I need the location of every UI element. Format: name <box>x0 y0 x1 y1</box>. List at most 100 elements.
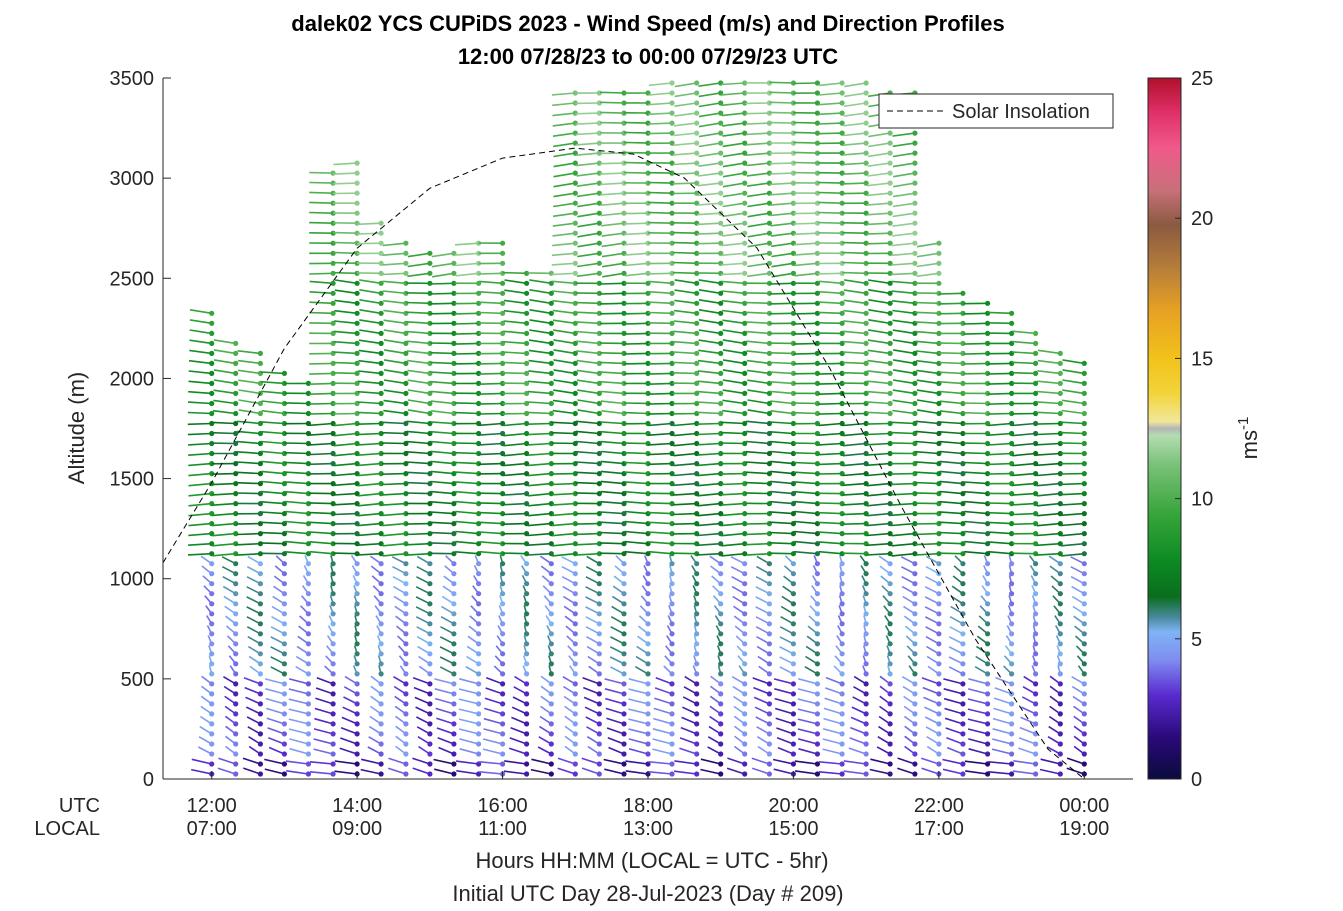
wind-barb-shaft <box>939 431 963 435</box>
wind-barb-shaft <box>383 319 407 325</box>
wind-barb-shaft <box>720 442 745 445</box>
wind-barb-station-dot <box>742 370 748 376</box>
wind-barb-station-dot <box>960 290 966 296</box>
wind-barb-shaft <box>1037 380 1061 385</box>
wind-barb-shaft <box>383 339 407 345</box>
wind-barb-shaft <box>870 758 891 765</box>
wind-barb-station-dot <box>694 290 700 296</box>
wind-barb-station-dot <box>476 651 482 657</box>
wind-barb-station-dot <box>839 601 845 607</box>
wind-barb-shaft <box>770 460 794 465</box>
wind-barb-shaft <box>673 340 697 345</box>
wind-barb-station-dot <box>305 741 311 747</box>
wind-barb-station-dot <box>839 310 845 316</box>
wind-barb-shaft <box>746 152 770 156</box>
wind-barb-shaft <box>988 432 1012 436</box>
wind-barb-shaft <box>1036 390 1061 395</box>
wind-barb-station-dot <box>814 240 821 246</box>
wind-barb-shaft <box>793 402 818 405</box>
wind-barb-station-dot <box>257 360 263 366</box>
wind-barb-station-dot <box>500 290 506 296</box>
wind-barb-shaft <box>583 686 600 695</box>
wind-barb-shaft <box>818 402 843 405</box>
wind-barb-station-dot <box>936 661 942 667</box>
wind-barb-station-dot <box>378 611 384 617</box>
x-tick-label-local: 19:00 <box>1059 818 1109 840</box>
wind-barb-station-dot <box>742 561 748 567</box>
wind-barb-shaft <box>359 289 382 295</box>
wind-barb-station-dot <box>936 561 942 567</box>
wind-barb-station-dot <box>427 581 433 587</box>
wind-barb-station-dot <box>839 120 845 126</box>
wind-barb-shaft <box>552 232 576 237</box>
wind-barb-shaft <box>388 757 407 765</box>
x-tick-label-utc: 16:00 <box>478 795 528 817</box>
wind-barb-shaft <box>842 512 867 516</box>
wind-barb-shaft <box>433 758 455 765</box>
wind-barb-station-dot <box>281 761 287 767</box>
wind-barb-station-dot <box>669 440 675 447</box>
wind-barb-station-dot <box>233 410 239 417</box>
wind-barb-shaft <box>1019 726 1036 735</box>
wind-barb-station-dot <box>694 100 700 106</box>
wind-barb-station-dot <box>790 400 797 407</box>
wind-barb-shaft <box>867 370 891 375</box>
wind-barb-station-dot <box>305 771 311 777</box>
wind-barb-shaft <box>431 410 454 415</box>
wind-barb-shaft <box>942 758 964 765</box>
wind-barb-shaft <box>527 422 552 425</box>
wind-barb-shaft <box>794 272 818 277</box>
wind-barb-shaft <box>430 460 454 465</box>
wind-barb-station-dot <box>403 531 409 537</box>
wind-barb-station-dot <box>524 310 530 316</box>
wind-barb-station-dot <box>596 230 602 236</box>
wind-barb-station-dot <box>427 591 433 597</box>
wind-barb-shaft <box>551 431 576 435</box>
wind-barb-shaft <box>700 768 721 775</box>
wind-barb-station-dot <box>694 280 700 286</box>
wind-barb-shaft <box>867 182 891 187</box>
wind-barb-shaft <box>575 301 600 305</box>
wind-barb-shaft <box>648 272 673 275</box>
wind-barb-station-dot <box>596 721 602 727</box>
wind-barb-station-dot <box>524 481 530 487</box>
wind-barb-shaft <box>581 767 600 775</box>
wind-barb-station-dot <box>742 501 748 507</box>
wind-barb-shaft <box>823 707 843 715</box>
wind-barb-shaft <box>818 412 843 415</box>
wind-barb-shaft <box>628 728 649 735</box>
wind-barb-station-dot <box>305 601 311 607</box>
wind-barb-station-dot <box>354 631 360 637</box>
wind-barb-station-dot <box>863 130 869 136</box>
wind-barb-shaft <box>576 262 600 268</box>
wind-barb-shaft <box>502 351 527 355</box>
wind-barb-shaft <box>770 440 794 445</box>
wind-barb-shaft <box>504 289 527 295</box>
wind-barb-shaft <box>430 521 454 525</box>
wind-barb-shaft <box>553 172 576 178</box>
wind-barb-station-dot <box>476 771 482 777</box>
wind-barb-shaft <box>478 511 503 515</box>
wind-barb-shaft <box>921 677 940 685</box>
wind-barb-station-dot <box>912 350 918 356</box>
wind-barb-station-dot <box>887 300 893 306</box>
wind-barb-station-dot <box>403 360 409 366</box>
wind-barb-station-dot <box>912 601 918 607</box>
wind-barb-shaft <box>939 511 963 515</box>
x-tick-label-local: 17:00 <box>914 818 964 840</box>
wind-barb-shaft <box>576 162 600 167</box>
wind-barb-station-dot <box>596 741 602 747</box>
wind-barb-shaft <box>963 352 988 355</box>
wind-barb-station-dot <box>912 671 918 677</box>
wind-barb-shaft <box>502 512 527 516</box>
wind-barb-station-dot <box>839 721 845 727</box>
wind-barb-shaft <box>1062 379 1085 385</box>
wind-barb-station-dot <box>718 621 724 627</box>
wind-barb-station-dot <box>742 350 748 356</box>
wind-barb-station-dot <box>790 651 797 657</box>
wind-barb-shaft <box>429 312 454 315</box>
wind-barb-station-dot <box>596 681 602 687</box>
wind-barb-shaft <box>747 409 770 415</box>
wind-barb-station-dot <box>378 681 384 687</box>
wind-barb-station-dot <box>790 581 797 587</box>
